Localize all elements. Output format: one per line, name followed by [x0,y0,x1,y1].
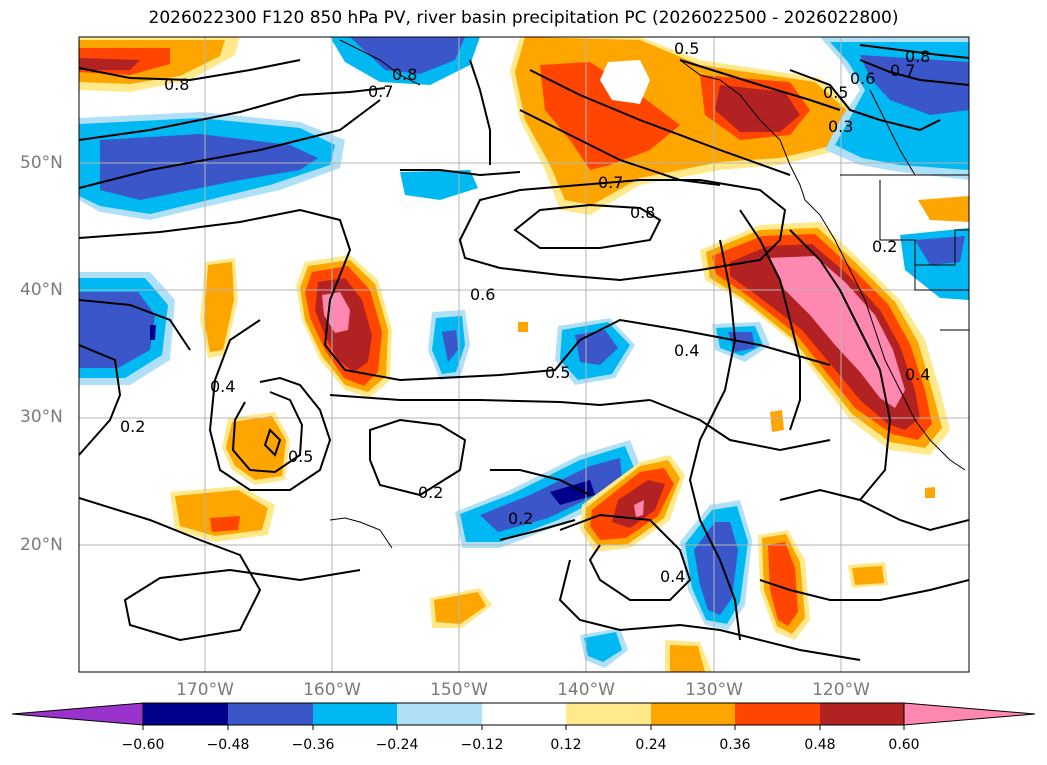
colorbar-segment [143,703,228,725]
colorbar-segment [735,703,820,725]
lon-label-170w: 170°W [176,680,234,700]
colorbar-segment [651,703,735,725]
colorbar-tick-label: −0.48 [206,737,250,753]
contour-label: 0.4 [210,377,235,396]
lat-label-30n: 30°N [20,407,63,427]
contour-label: 0.5 [288,447,313,466]
colorbar-tick-label: 0.24 [635,737,667,753]
contour-label: 0.5 [545,363,570,382]
contour-label: 0.3 [828,117,853,136]
contour-label-layer: 0.8 0.7 0.8 0.5 0.6 0.7 0.8 0.5 0.3 0.7 … [120,39,930,586]
plot-frame [78,36,970,673]
colorbar-segment [397,703,482,725]
map-title: 2026022300 F120 850 hPa PV, river basin … [148,8,899,28]
contour-label: 0.5 [823,83,848,102]
contour-label: 0.6 [850,69,875,88]
lat-label-50n: 50°N [20,153,63,173]
colorbar-tick-label: 0.60 [888,737,920,753]
lat-label-40n: 40°N [20,280,63,300]
contour-label: 0.2 [508,509,533,528]
colorbar-segment [566,703,651,725]
contour-label: 0.7 [598,173,623,192]
contour-label: 0.7 [368,82,393,101]
colorbar-tick-label: 0.48 [804,737,836,753]
colorbar-tick-label: 0.12 [550,737,582,753]
colorbar-segment [482,703,566,725]
lon-label-140w: 140°W [557,680,615,700]
contour-label: 0.4 [660,567,685,586]
colorbar-tick-label: −0.36 [291,737,335,753]
contour-label: 0.2 [418,483,443,502]
colorbar-extend-high [903,702,1036,726]
coastlines [329,39,969,549]
colorbar-segment [820,703,904,725]
lon-label-120w: 120°W [812,680,870,700]
colorbar [11,702,1036,730]
colorbar-extend-low [11,702,144,726]
contour-label: 0.2 [120,417,145,436]
pv-contours [79,44,969,661]
colorbar-segment [228,703,313,725]
lon-label-160w: 160°W [303,680,361,700]
precipitation-fill-layer [79,37,969,672]
colorbar-tick-label: −0.24 [375,737,419,753]
lon-label-150w: 150°W [430,680,488,700]
contour-label: 0.7 [890,61,915,80]
contour-label: 0.6 [470,285,495,304]
lat-label-20n: 20°N [20,535,63,555]
contour-label: 0.2 [872,237,897,256]
contour-label: 0.8 [392,65,417,84]
contour-label: 0.8 [630,203,655,222]
contour-label: 0.8 [164,75,189,94]
contour-label: 0.8 [905,47,930,66]
contour-label: 0.5 [674,39,699,58]
colorbar-tick-label: −0.60 [121,737,165,753]
lon-label-130w: 130°W [685,680,743,700]
colorbar-tick-label: 0.36 [719,737,751,753]
contour-label: 0.4 [905,365,930,384]
colorbar-tick-label: −0.12 [460,737,504,753]
contour-label: 0.4 [674,341,699,360]
colorbar-segment [313,703,397,725]
